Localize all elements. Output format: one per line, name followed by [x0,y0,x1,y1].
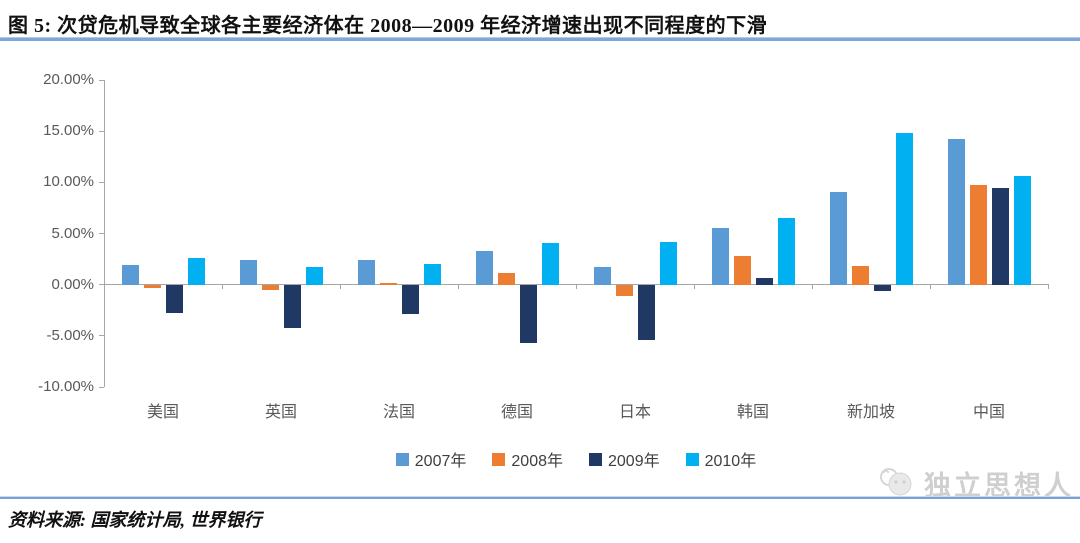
legend-swatch-icon [492,452,506,466]
y-axis-tick [99,181,104,183]
legend-item-2009年: 2009年 [589,447,660,471]
bar-2010年-日本 [659,241,677,285]
legend-swatch-icon [685,452,699,466]
bar-2010年-英国 [305,267,323,285]
source-note: 资料来源: 国家统计局, 世界银行 [8,510,262,530]
bar-2007年-日本 [593,267,611,285]
bar-2010年-中国 [1013,176,1031,285]
y-axis-tick-label: 5.00% [51,224,94,242]
y-axis-line [104,80,105,387]
bar-2007年-中国 [947,139,965,285]
legend-label: 2008年 [511,453,563,470]
category-boundary-tick [457,284,459,290]
x-axis-category-label: 英国 [264,404,297,421]
bar-2010年-韩国 [777,218,795,285]
bar-2008年-日本 [615,284,633,296]
x-axis-category-label: 美国 [146,404,179,421]
legend-item-2008年: 2008年 [492,447,563,471]
bar-2008年-韩国 [733,256,751,285]
y-axis-tick-label: 10.00% [43,173,94,191]
bar-2008年-中国 [969,185,987,285]
x-axis-category-label: 中国 [972,404,1005,421]
legend-label: 2007年 [414,453,467,470]
bar-2010年-美国 [187,258,205,285]
figure-title: 图 5: 次贷危机导致全球各主要经济体在 2008—2009 年经济增速出现不同… [8,15,768,37]
x-axis-category-label: 德国 [500,404,533,421]
bar-2009年-中国 [991,188,1009,285]
bar-2007年-德国 [475,250,493,285]
legend-label: 2010年 [704,453,757,470]
category-boundary-tick [811,284,813,290]
bar-2010年-新加坡 [895,133,913,285]
category-boundary-tick [575,284,577,290]
bar-2008年-德国 [497,273,515,285]
y-axis-tick [99,386,104,388]
bar-2009年-新加坡 [873,284,891,291]
legend-swatch-icon [395,452,409,466]
chart-legend: 2007年 2008年 2009年 2010年 [104,447,1048,471]
bar-2009年-美国 [165,284,183,314]
bar-2008年-美国 [143,284,161,288]
x-axis-category-label: 新加坡 [846,404,895,421]
bar-2008年-新加坡 [851,266,869,285]
x-axis-category-label: 韩国 [736,404,769,421]
y-axis-tick-label: -10.00% [38,378,94,395]
y-axis-tick [99,233,104,234]
category-boundary-tick [221,284,223,290]
x-axis-category-label: 日本 [618,404,651,421]
y-axis-tick [99,284,104,286]
y-axis-tick-label: 20.00% [43,71,94,88]
category-boundary-tick [1047,284,1049,290]
bar-2007年-新加坡 [829,191,847,285]
bar-2009年-英国 [283,284,301,328]
legend-label: 2009年 [608,453,660,470]
category-boundary-tick [693,284,695,290]
legend-item-2010年: 2010年 [685,447,757,471]
bar-2009年-德国 [519,284,537,343]
bar-2010年-法国 [423,264,441,285]
bar-2010年-德国 [541,242,559,285]
bar-2009年-法国 [401,284,419,315]
y-axis-tick [99,130,104,132]
mascot-logo-icon [878,465,918,502]
y-axis-tick [99,79,104,81]
category-boundary-tick [103,284,105,290]
bar-2009年-韩国 [755,277,773,285]
bar-2007年-韩国 [711,228,729,285]
y-axis-tick [99,335,104,337]
bar-2007年-美国 [121,265,139,285]
bar-2007年-法国 [357,260,375,285]
legend-item-2007年: 2007年 [395,447,467,471]
y-axis-tick-label: 15.00% [43,122,94,140]
bar-2007年-英国 [239,260,257,285]
bar-2009年-日本 [637,284,655,340]
y-axis-tick-label: -5.00% [46,326,94,344]
title-divider [0,37,1080,41]
y-axis-tick-label: 0.00% [51,275,94,293]
x-axis-category-label: 法国 [382,404,415,421]
category-boundary-tick [929,284,931,290]
bar-2008年-英国 [261,284,279,290]
legend-swatch-icon [589,452,602,466]
footer-divider [0,496,1080,499]
category-boundary-tick [339,284,341,290]
plot-area: 20.00% 15.00% 10.00% 5.00% 0.00% -5.00% -10.00… [38,71,1049,421]
bar-2008年-法国 [379,282,397,285]
